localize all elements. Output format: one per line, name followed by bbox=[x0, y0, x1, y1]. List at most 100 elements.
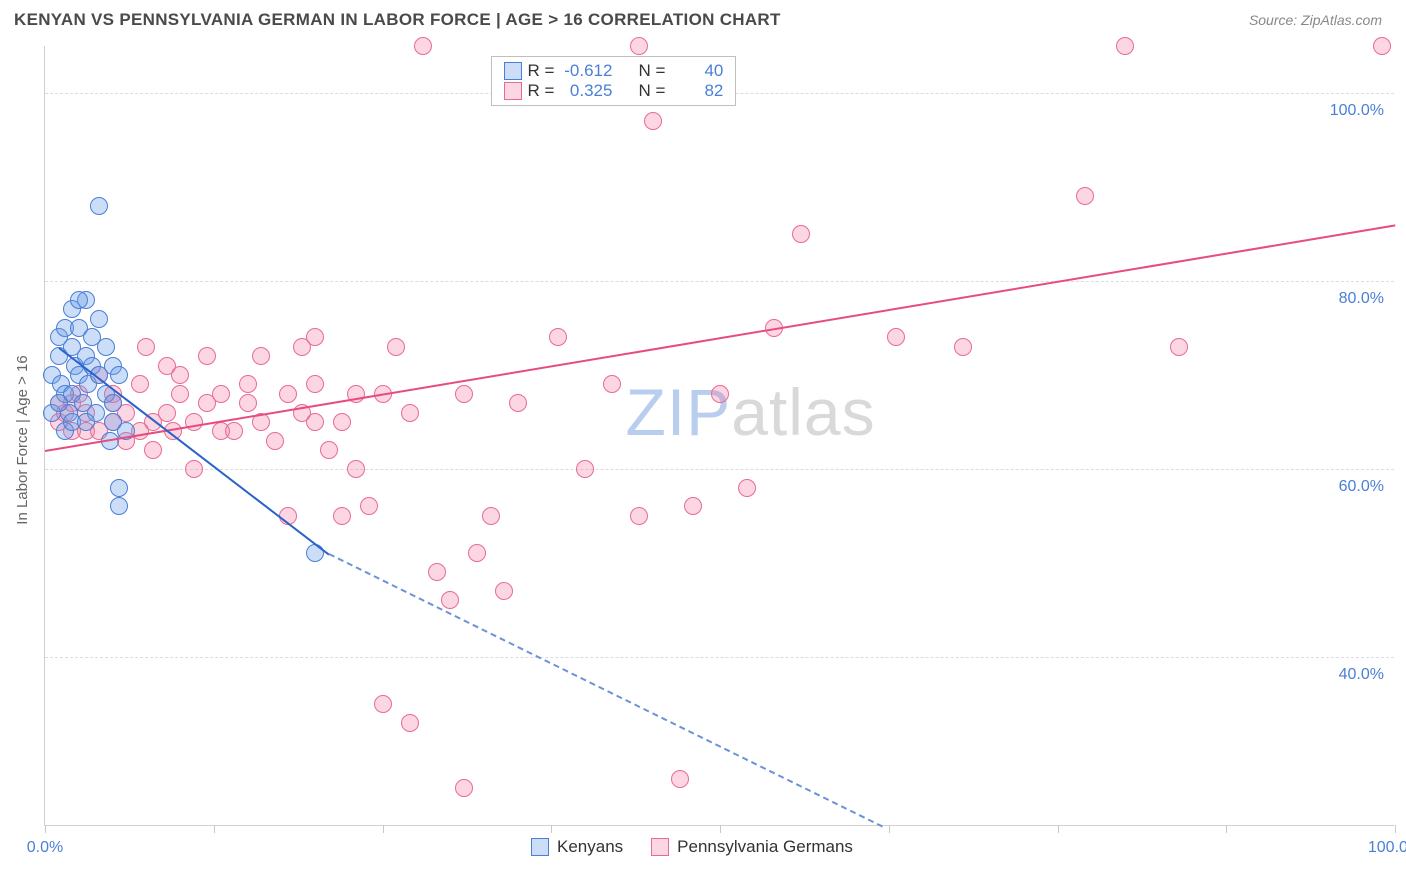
x-tick bbox=[214, 825, 215, 833]
data-point bbox=[110, 366, 128, 384]
n-label: N = bbox=[638, 81, 665, 101]
data-point bbox=[455, 779, 473, 797]
data-point bbox=[414, 37, 432, 55]
data-point bbox=[266, 432, 284, 450]
data-point bbox=[320, 441, 338, 459]
data-point bbox=[684, 497, 702, 515]
data-point bbox=[1170, 338, 1188, 356]
n-label: N = bbox=[638, 61, 665, 81]
data-point bbox=[1076, 187, 1094, 205]
data-point bbox=[185, 460, 203, 478]
data-point bbox=[711, 385, 729, 403]
data-point bbox=[1116, 37, 1134, 55]
correlation-scatter-chart: 40.0%60.0%80.0%100.0%0.0%100.0%ZIPatlasR… bbox=[44, 46, 1394, 826]
data-point bbox=[239, 394, 257, 412]
data-point bbox=[90, 197, 108, 215]
trend-line bbox=[45, 225, 1395, 453]
x-tick bbox=[551, 825, 552, 833]
x-tick bbox=[720, 825, 721, 833]
data-point bbox=[306, 413, 324, 431]
data-point bbox=[252, 347, 270, 365]
data-point bbox=[137, 338, 155, 356]
grid-line bbox=[45, 281, 1394, 282]
legend-item: Kenyans bbox=[531, 837, 623, 857]
data-point bbox=[97, 338, 115, 356]
n-value: 40 bbox=[671, 61, 723, 81]
data-point bbox=[306, 328, 324, 346]
x-tick bbox=[889, 825, 890, 833]
data-point bbox=[171, 366, 189, 384]
data-point bbox=[225, 422, 243, 440]
data-point bbox=[603, 375, 621, 393]
legend-swatch bbox=[651, 838, 669, 856]
data-point bbox=[347, 460, 365, 478]
legend-item: Pennsylvania Germans bbox=[651, 837, 853, 857]
legend-swatch bbox=[531, 838, 549, 856]
data-point bbox=[110, 497, 128, 515]
stats-row: R =-0.612 N = 40 bbox=[504, 61, 724, 81]
data-point bbox=[482, 507, 500, 525]
chart-title: KENYAN VS PENNSYLVANIA GERMAN IN LABOR F… bbox=[14, 10, 781, 30]
x-tick bbox=[383, 825, 384, 833]
data-point bbox=[131, 375, 149, 393]
data-point bbox=[954, 338, 972, 356]
data-point bbox=[738, 479, 756, 497]
r-label: R = bbox=[528, 81, 555, 101]
data-point bbox=[104, 394, 122, 412]
legend-label: Pennsylvania Germans bbox=[677, 837, 853, 857]
chart-header: KENYAN VS PENNSYLVANIA GERMAN IN LABOR F… bbox=[0, 0, 1406, 36]
data-point bbox=[360, 497, 378, 515]
data-point bbox=[549, 328, 567, 346]
correlation-stats-legend: R =-0.612N =40R =0.325N =82 bbox=[491, 56, 737, 106]
data-point bbox=[644, 112, 662, 130]
data-point bbox=[401, 404, 419, 422]
r-value: 0.325 bbox=[560, 81, 612, 101]
x-tick bbox=[45, 825, 46, 833]
watermark: ZIPatlas bbox=[626, 374, 876, 450]
data-point bbox=[468, 544, 486, 562]
x-tick bbox=[1395, 825, 1396, 833]
data-point bbox=[239, 375, 257, 393]
data-point bbox=[110, 479, 128, 497]
legend-label: Kenyans bbox=[557, 837, 623, 857]
data-point bbox=[887, 328, 905, 346]
data-point bbox=[90, 310, 108, 328]
data-point bbox=[333, 507, 351, 525]
y-tick-label: 40.0% bbox=[1339, 666, 1384, 684]
data-point bbox=[333, 413, 351, 431]
y-tick-label: 100.0% bbox=[1330, 102, 1384, 120]
data-point bbox=[279, 385, 297, 403]
y-tick-label: 60.0% bbox=[1339, 478, 1384, 496]
grid-line bbox=[45, 469, 1394, 470]
data-point bbox=[455, 385, 473, 403]
data-point bbox=[1373, 37, 1391, 55]
data-point bbox=[792, 225, 810, 243]
data-point bbox=[144, 441, 162, 459]
source-attribution: Source: ZipAtlas.com bbox=[1249, 12, 1382, 28]
data-point bbox=[306, 375, 324, 393]
x-tick bbox=[1058, 825, 1059, 833]
data-point bbox=[630, 507, 648, 525]
y-axis-label: In Labor Force | Age > 16 bbox=[14, 355, 31, 524]
data-point bbox=[401, 714, 419, 732]
data-point bbox=[509, 394, 527, 412]
data-point bbox=[70, 291, 88, 309]
data-point bbox=[428, 563, 446, 581]
x-tick-label: 100.0% bbox=[1368, 839, 1406, 857]
legend-swatch bbox=[504, 62, 522, 80]
data-point bbox=[171, 385, 189, 403]
data-point bbox=[198, 347, 216, 365]
data-point bbox=[50, 394, 68, 412]
legend-swatch bbox=[504, 82, 522, 100]
y-tick-label: 80.0% bbox=[1339, 290, 1384, 308]
r-value: -0.612 bbox=[560, 61, 612, 81]
data-point bbox=[158, 404, 176, 422]
data-point bbox=[441, 591, 459, 609]
r-label: R = bbox=[528, 61, 555, 81]
data-point bbox=[77, 413, 95, 431]
data-point bbox=[671, 770, 689, 788]
trend-line bbox=[58, 347, 329, 555]
series-legend: Kenyans Pennsylvania Germans bbox=[531, 837, 853, 857]
data-point bbox=[212, 385, 230, 403]
data-point bbox=[495, 582, 513, 600]
